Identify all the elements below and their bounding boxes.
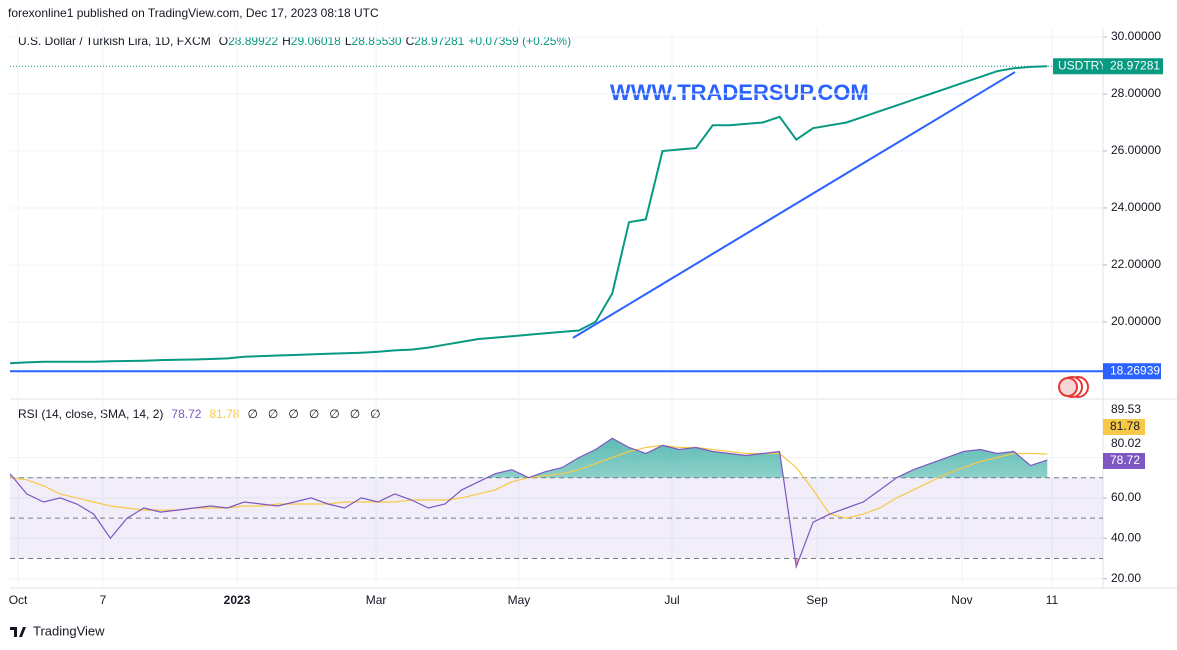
ohlc-value: 29.06018 [291, 34, 341, 48]
ohlc-key: H [282, 34, 291, 48]
tv-logo: TradingView [10, 623, 105, 638]
footer-brand: TradingView [33, 623, 105, 638]
symbol-label-bg [1053, 58, 1103, 75]
legend: U.S. Dollar / Turkish Lira, 1D, FXCM O 28.… [18, 34, 571, 421]
x-tick-label: May [508, 593, 531, 607]
hidden-value: ∅ [370, 407, 380, 421]
hidden-value: ∅ [247, 407, 257, 421]
x-tick-label: Mar [366, 593, 387, 607]
rsi-value-label: 81.78 [1110, 419, 1140, 433]
trend-line [572, 71, 1016, 339]
x-tick-label: 7 [100, 593, 107, 607]
price-line [9, 65, 1048, 365]
hidden-value: ∅ [329, 407, 339, 421]
rsi-top-label: 89.53 [1111, 402, 1141, 416]
rsi-line [9, 437, 1048, 569]
hline-label: 18.26939 [1110, 363, 1160, 377]
rsi-value-bg [1103, 419, 1145, 435]
y-tick-label: 28.00000 [1111, 86, 1161, 100]
y-tick-label: 26.00000 [1111, 143, 1161, 157]
x-tick-label: Oct [9, 593, 28, 607]
x-tick-label: Nov [951, 593, 972, 607]
x-tick-label: 2023 [224, 593, 251, 607]
y-tick-label: 20.00 [1111, 571, 1141, 585]
ohlc-key: C [406, 34, 415, 48]
change: +0.07359 (+0.25%) [468, 34, 571, 48]
y-tick-label: 60.00 [1111, 490, 1141, 504]
y-tick-label: 20.00000 [1111, 314, 1161, 328]
x-tick-label: Sep [806, 593, 828, 607]
hidden-value: ∅ [288, 407, 298, 421]
y-tick-label: 22.00000 [1111, 257, 1161, 271]
hidden-value: ∅ [350, 407, 360, 421]
published-line: forexonline1 published on TradingView.co… [8, 6, 379, 20]
symbol-title: U.S. Dollar / Turkish Lira, 1D, FXCM [18, 34, 211, 48]
rsi-legend-value: 81.78 [209, 407, 239, 421]
hidden-value: ∅ [268, 407, 278, 421]
hidden-value: ∅ [309, 407, 319, 421]
ohlc-value: 28.97281 [414, 34, 464, 48]
y-tick-label: 80.02 [1111, 436, 1141, 450]
y-tick-label: 30.00000 [1111, 29, 1161, 43]
rsi-title: RSI (14, close, SMA, 14, 2) [18, 407, 163, 421]
hline-label-bg [1103, 363, 1161, 380]
x-tick-label: Jul [664, 593, 679, 607]
last-price-label: 28.97281 [1110, 58, 1160, 72]
rsi-band [10, 477, 1103, 559]
ohlc-key: O [219, 34, 228, 48]
last-price-bg [1103, 58, 1163, 75]
symbol-label: USDTRY [1058, 58, 1107, 72]
rsi-value-bg [1103, 453, 1145, 469]
watermark: WWW.TRADERSUP.COM [610, 80, 869, 105]
ohlc-key: L [345, 34, 352, 48]
rsi-legend-value: 78.72 [171, 407, 201, 421]
overbought-fill [10, 438, 1048, 478]
flag-icon [1058, 376, 1089, 398]
x-tick-label: 11 [1046, 593, 1059, 607]
y-tick-label: 24.00000 [1111, 200, 1161, 214]
ohlc-value: 28.89922 [228, 34, 278, 48]
ohlc-value: 28.85530 [352, 34, 402, 48]
y-tick-label: 40.00 [1111, 530, 1141, 544]
rsi-value-label: 78.72 [1110, 453, 1140, 467]
